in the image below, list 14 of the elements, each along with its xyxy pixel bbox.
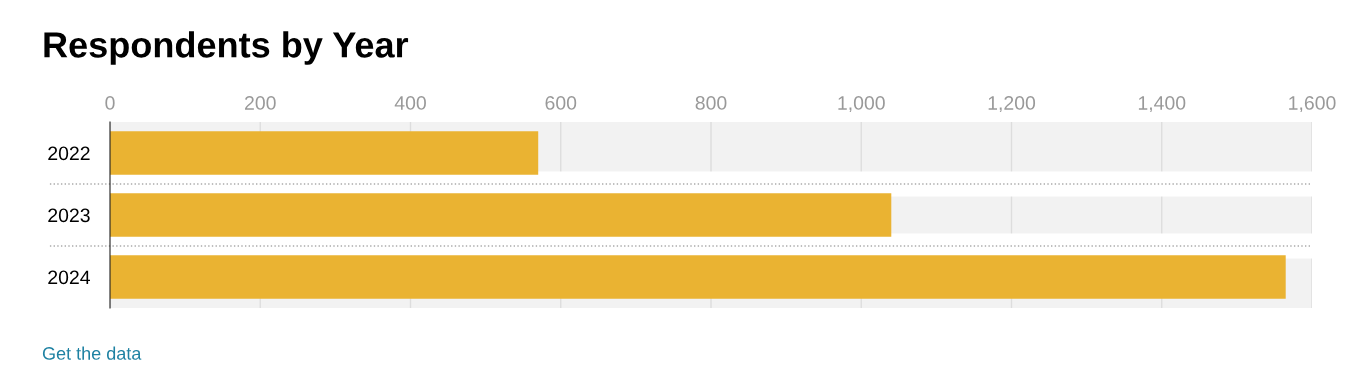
x-tick-label: 600 <box>545 96 577 110</box>
x-tick-label: 200 <box>245 96 276 110</box>
chart-title: Respondents by Year <box>44 31 409 65</box>
y-tick-label: 2024 <box>48 270 90 285</box>
y-tick-label: 2022 <box>48 146 90 161</box>
y-tick-label: 2023 <box>48 208 90 223</box>
x-tick-label: 0 <box>105 96 115 110</box>
x-tick-label: 1,400 <box>1138 96 1186 113</box>
x-tick-label: 1,000 <box>838 96 885 113</box>
text: Get the data <box>42 346 142 360</box>
x-tick-label: 1,200 <box>988 96 1036 113</box>
x-tick-label: 800 <box>695 96 727 110</box>
x-tick-label: 1,600 <box>1289 96 1336 113</box>
x-tick-label: 400 <box>394 96 426 110</box>
